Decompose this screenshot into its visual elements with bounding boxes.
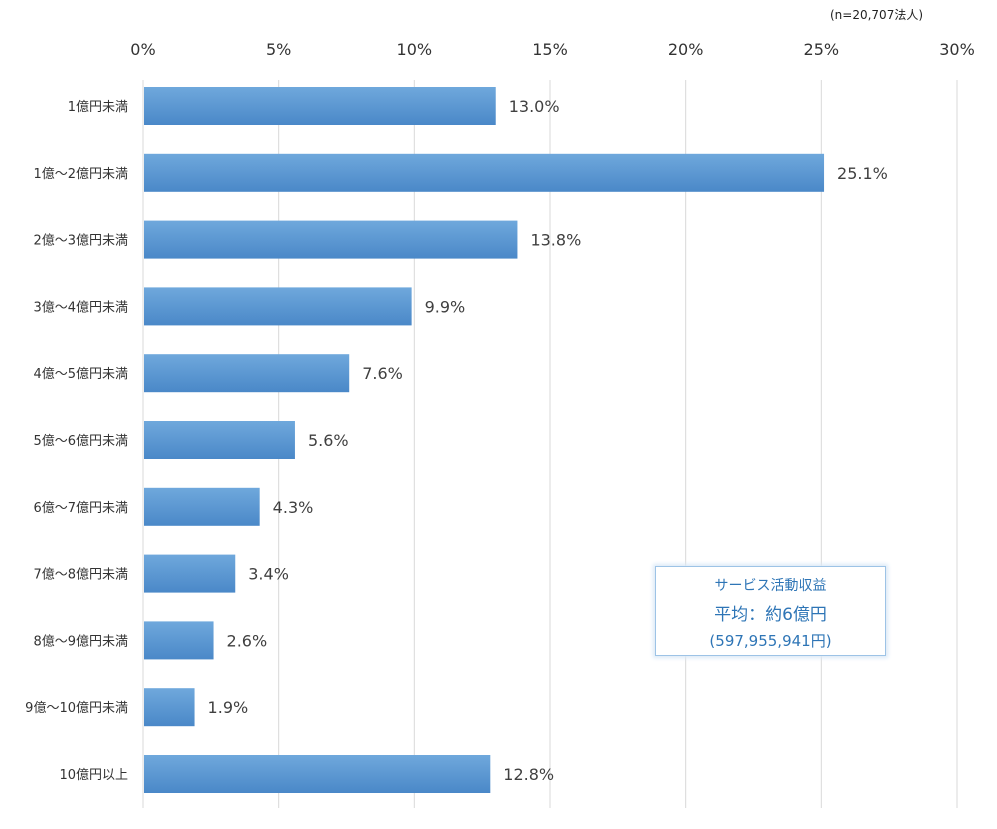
category-label: 2億～3億円未満 — [33, 233, 128, 249]
bar — [144, 287, 412, 326]
category-label: 1億～2億円未満 — [33, 166, 128, 182]
data-label: 1.9% — [208, 698, 249, 717]
callout-exact-value: (597,955,941円) — [709, 632, 832, 650]
bars — [144, 87, 825, 793]
bar — [144, 87, 496, 125]
data-labels: 13.0% 25.1% 13.8% 9.9% 7.6% 5.6% 4.3% 3.4% 2.6% 1… — [208, 97, 888, 784]
bar — [144, 153, 825, 192]
data-label: 13.0% — [509, 97, 560, 116]
data-label: 3.4% — [248, 565, 289, 584]
data-label: 25.1% — [837, 164, 888, 183]
data-label: 4.3% — [273, 498, 314, 517]
category-label: 7億～8億円未満 — [33, 567, 128, 583]
bar — [144, 220, 518, 259]
bar — [144, 354, 350, 393]
bar — [144, 421, 295, 459]
x-tick-label: 15% — [532, 40, 568, 59]
average-callout-box: サービス活動収益 平均：約6億円 (597,955,941円) — [655, 566, 886, 656]
callout-title: サービス活動収益 — [714, 578, 827, 594]
bar — [144, 755, 491, 793]
x-axis-ticks: 0% 5% 10% 15% 20% 25% 30% — [130, 40, 974, 59]
bar — [144, 487, 260, 526]
category-label: 1億円未満 — [68, 99, 128, 115]
x-tick-label: 25% — [804, 40, 840, 59]
data-label: 5.6% — [308, 431, 349, 450]
category-label: 3億～4億円未満 — [33, 299, 128, 315]
sample-size-note: (n=20,707法人) — [830, 8, 924, 22]
x-tick-label: 0% — [130, 40, 155, 59]
data-label: 12.8% — [503, 765, 554, 784]
x-tick-label: 5% — [266, 40, 291, 59]
bar — [144, 554, 236, 593]
callout-average: 平均：約6億円 — [714, 605, 827, 625]
data-label: 2.6% — [227, 631, 268, 650]
category-label: 4億～5億円未満 — [33, 366, 128, 382]
category-label: 6億～7億円未満 — [33, 500, 128, 516]
category-label: 10億円以上 — [59, 767, 128, 783]
category-label: 8億～9億円未満 — [33, 633, 128, 649]
x-tick-label: 30% — [939, 40, 975, 59]
data-label: 7.6% — [362, 364, 403, 383]
category-label: 5億～6億円未満 — [33, 433, 128, 449]
bar — [144, 621, 214, 660]
category-labels: 1億円未満 1億～2億円未満 2億～3億円未満 3億～4億円未満 4億～5億円未満 5億～… — [25, 99, 128, 783]
data-label: 13.8% — [530, 231, 581, 250]
data-label: 9.9% — [425, 297, 466, 316]
bar — [144, 688, 195, 727]
x-tick-label: 10% — [397, 40, 433, 59]
category-label: 9億～10億円未満 — [25, 700, 128, 716]
x-tick-label: 20% — [668, 40, 704, 59]
